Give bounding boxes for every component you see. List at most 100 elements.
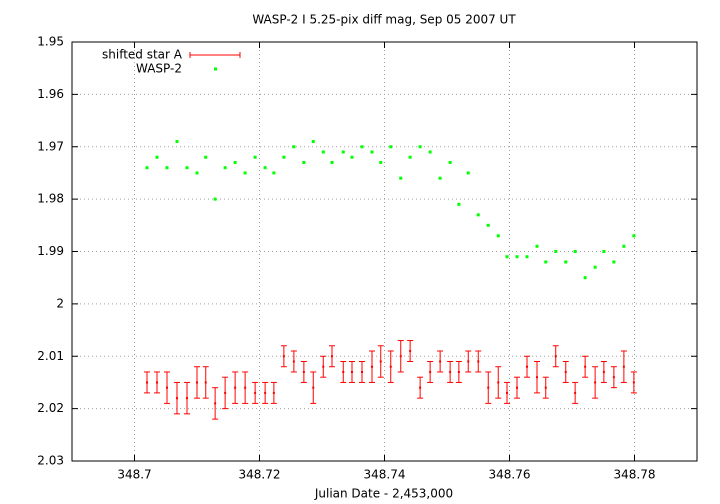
- point: [554, 355, 557, 358]
- point: [165, 166, 169, 170]
- plot-border: [71, 41, 698, 462]
- point: [292, 360, 295, 363]
- point: [573, 250, 577, 253]
- point: [379, 360, 382, 363]
- point: [253, 155, 257, 159]
- point: [223, 166, 227, 170]
- point: [213, 197, 217, 201]
- point: [448, 160, 452, 164]
- point: [525, 255, 529, 259]
- point: [282, 155, 286, 159]
- y-tick-label: 2.03: [37, 454, 64, 468]
- point: [214, 402, 217, 405]
- point: [487, 386, 490, 389]
- point: [449, 370, 452, 373]
- point: [419, 386, 422, 389]
- point: [506, 391, 508, 394]
- point: [272, 391, 275, 394]
- point: [535, 244, 539, 248]
- point: [312, 386, 315, 389]
- point: [341, 150, 345, 154]
- y-tick-label: 1.96: [37, 87, 64, 101]
- point: [505, 255, 509, 259]
- point: [554, 250, 558, 253]
- point: [282, 355, 285, 358]
- point: [351, 370, 353, 373]
- point: [166, 386, 168, 389]
- point: [272, 171, 276, 175]
- point: [593, 265, 597, 269]
- point: [526, 365, 528, 368]
- point: [292, 145, 296, 149]
- y-tick-label: 2.02: [37, 401, 64, 415]
- point: [602, 250, 606, 253]
- point: [612, 376, 615, 379]
- point: [389, 365, 392, 368]
- point: [594, 381, 597, 384]
- point: [418, 145, 422, 149]
- point: [476, 213, 480, 217]
- point: [321, 150, 325, 154]
- point: [457, 202, 461, 206]
- point: [457, 370, 460, 373]
- point: [243, 171, 247, 175]
- point: [544, 386, 547, 389]
- chart-title: WASP-2 I 5.25-pix diff mag, Sep 05 2007 …: [252, 13, 516, 27]
- y-tick-label: 2: [56, 296, 64, 310]
- point: [602, 370, 605, 373]
- x-tick-label: 348.76: [489, 468, 531, 482]
- y-tick-label: 1.97: [37, 139, 64, 153]
- point: [515, 255, 519, 259]
- point: [583, 276, 587, 280]
- y-tick-label: 1.99: [37, 244, 64, 258]
- x-tick-label: 348.74: [364, 468, 406, 482]
- point: [155, 155, 159, 159]
- point: [204, 155, 208, 159]
- y-tick-label: 2.01: [37, 349, 64, 363]
- point: [196, 381, 198, 384]
- y-tick-label: 1.98: [37, 192, 64, 206]
- point: [516, 386, 518, 389]
- point: [544, 260, 548, 264]
- point: [145, 166, 149, 170]
- point: [584, 365, 587, 368]
- point: [330, 160, 334, 164]
- point: [302, 370, 305, 373]
- point: [146, 381, 148, 384]
- point: [632, 234, 636, 238]
- point: [439, 360, 442, 363]
- point: [428, 150, 432, 154]
- point: [224, 391, 227, 394]
- point: [254, 391, 257, 394]
- point: [342, 370, 345, 373]
- point: [496, 234, 500, 238]
- point: [477, 360, 480, 363]
- point: [185, 166, 189, 170]
- x-tick-label: 348.72: [239, 468, 281, 482]
- point: [379, 160, 383, 164]
- point: [263, 166, 267, 170]
- point: [156, 381, 158, 384]
- x-tick-label: 348.78: [614, 468, 656, 482]
- legend-label: WASP-2: [136, 62, 182, 76]
- point: [176, 397, 178, 400]
- point: [409, 350, 412, 353]
- point: [186, 397, 188, 400]
- point: [612, 260, 616, 264]
- y-tick-label: 1.95: [37, 35, 64, 49]
- point: [486, 223, 490, 227]
- point: [360, 145, 364, 149]
- point: [466, 171, 470, 175]
- point: [371, 365, 373, 368]
- x-axis-label: Julian Date - 2,453,000: [314, 487, 453, 501]
- point: [244, 386, 247, 389]
- point: [408, 155, 412, 159]
- point: [564, 260, 568, 264]
- point: [370, 150, 374, 154]
- legend-swatch: [214, 67, 217, 71]
- point: [350, 155, 354, 159]
- point: [429, 370, 432, 373]
- point: [536, 376, 538, 379]
- legend-label: shifted star A: [102, 48, 183, 62]
